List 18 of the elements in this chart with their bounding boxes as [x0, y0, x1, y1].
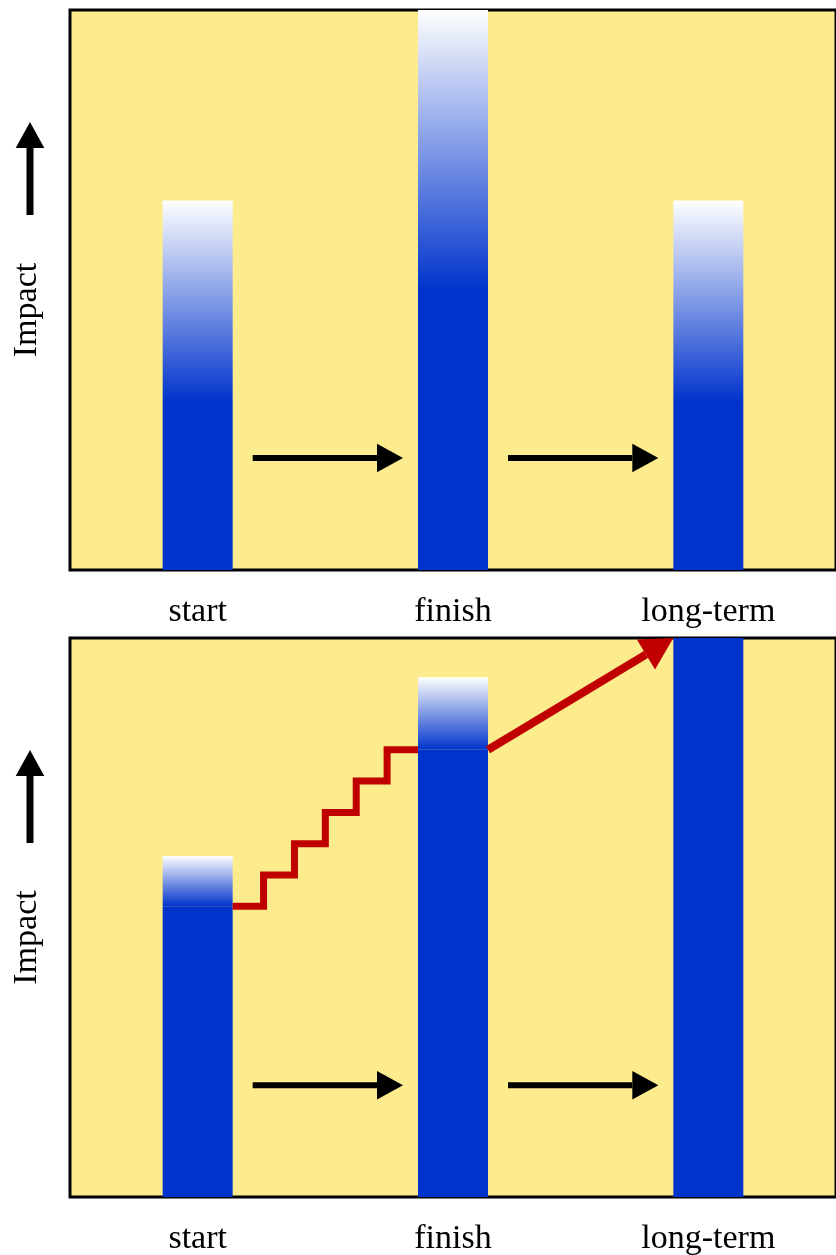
bar — [162, 906, 233, 1197]
x-tick-label: start — [168, 1217, 228, 1255]
bar — [162, 856, 233, 907]
x-tick-label: long-term — [641, 590, 776, 628]
bar — [418, 749, 488, 1197]
y-axis-title: Impact — [6, 889, 43, 985]
bar — [418, 290, 488, 570]
y-axis-title: Impact — [6, 262, 43, 358]
x-tick-label: long-term — [641, 1217, 776, 1255]
x-tick-label: finish — [414, 590, 492, 628]
bar — [673, 638, 744, 1197]
x-tick-label: finish — [414, 1217, 492, 1255]
bar — [418, 10, 488, 290]
x-tick-label: start — [168, 590, 228, 628]
bar — [673, 402, 744, 570]
bar — [162, 200, 233, 402]
bar — [673, 200, 744, 402]
bar — [162, 402, 233, 570]
